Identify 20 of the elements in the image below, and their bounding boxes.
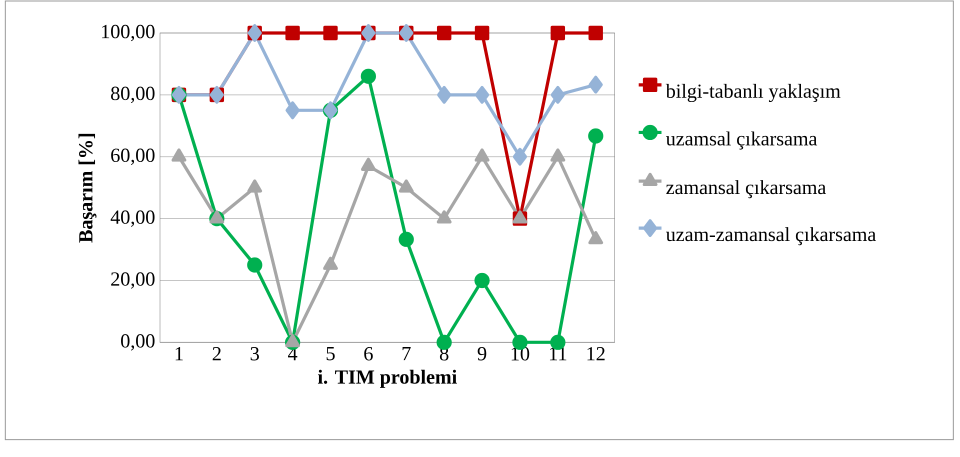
y-tick-label: 100,00: [102, 24, 155, 42]
y-tick-label: 0,00: [121, 334, 155, 351]
y-tick-label: 80,00: [111, 86, 155, 104]
legend-label: zamansal çıkarsama: [666, 180, 826, 198]
legend-label: bilgi-tabanlı yaklaşım: [666, 84, 840, 102]
legend-label: uzamsal çıkarsama: [666, 131, 818, 150]
x-tick-label: 9: [478, 347, 486, 360]
x-tick-label: 5: [326, 347, 335, 360]
x-tick-label: 3: [250, 347, 259, 360]
y-tick-label: 20,00: [111, 272, 155, 289]
legend-label: uzam-zamansal çıkarsama: [666, 227, 876, 246]
y-tick-label: 40,00: [110, 210, 155, 227]
x-tick-label: 7: [402, 347, 411, 360]
x-tick-label: 12: [587, 347, 605, 360]
x-tick-label: 1: [176, 347, 183, 360]
y-tick-label: 60,00: [111, 148, 155, 165]
x-tick-label: 2: [212, 347, 221, 360]
x-tick-label: 6: [364, 347, 373, 360]
y-axis-title: Başarım [%]: [78, 134, 96, 243]
x-axis-title: i. TIM problemi: [318, 370, 457, 388]
